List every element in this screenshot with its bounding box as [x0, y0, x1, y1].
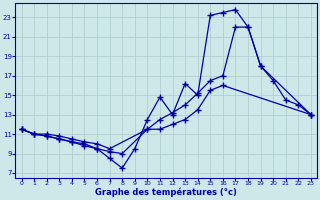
X-axis label: Graphe des températures (°c): Graphe des températures (°c): [95, 188, 237, 197]
